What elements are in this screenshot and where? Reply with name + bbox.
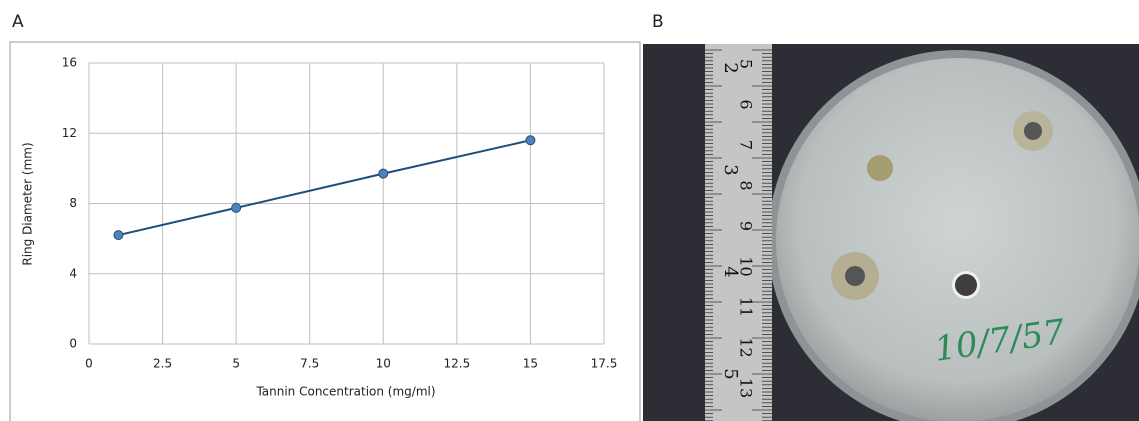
y-tick-label: 16	[62, 56, 77, 70]
data-line	[118, 139, 531, 237]
x-tick-label: 5	[232, 357, 240, 371]
y-tick-label: 0	[69, 337, 77, 351]
data-point	[231, 202, 242, 213]
well	[955, 274, 977, 296]
ruler-number: 9	[737, 221, 756, 231]
chart-frame	[9, 41, 641, 421]
x-tick-label: 2.5	[153, 357, 172, 371]
ruler-number: 5	[720, 368, 741, 379]
y-axis-label: Ring Diameter (mm)	[21, 142, 35, 265]
dish	[776, 58, 1139, 421]
ruler-number: 3	[720, 164, 741, 175]
ruler-number: 8	[737, 180, 756, 190]
ruler-number: 4	[720, 266, 741, 277]
data-point	[113, 230, 124, 241]
x-tick-label: 0	[85, 357, 93, 371]
ruler-number: 12	[737, 337, 756, 357]
x-tick-label: 17.5	[591, 357, 618, 371]
y-tick-label: 8	[69, 196, 77, 210]
y-tick-label: 12	[62, 126, 77, 140]
x-axis-label: Tannin Concentration (mg/ml)	[255, 385, 435, 399]
ruler-number: 2	[720, 62, 741, 73]
panel-label: A	[12, 12, 24, 32]
ruler	[705, 44, 772, 421]
ruler-number: 10	[737, 256, 756, 276]
x-tick-label: 15	[523, 357, 538, 371]
plot: 0 4 8 12 16 0 2.5 5 7.5 10 12.5 15 17.5	[62, 56, 618, 371]
well	[1024, 122, 1042, 140]
ruler-number: 6	[737, 99, 756, 109]
x-tick-label: 10	[376, 357, 391, 371]
ruler-scale: 2 3 4 5 5 6 7 8 9 10 11 12 13	[705, 49, 772, 421]
data-point	[525, 135, 536, 146]
panel-label: B	[652, 12, 664, 32]
well	[867, 155, 893, 181]
ruler-number: 5	[737, 59, 756, 69]
ruler-number: 7	[737, 140, 756, 150]
x-tick-label: 12.5	[443, 357, 470, 371]
ruler-number: 13	[737, 378, 756, 398]
ruler-number: 11	[737, 297, 756, 317]
y-tick-label: 4	[69, 266, 77, 280]
well	[845, 266, 865, 286]
data-point	[378, 168, 389, 179]
x-tick-label: 7.5	[300, 357, 319, 371]
